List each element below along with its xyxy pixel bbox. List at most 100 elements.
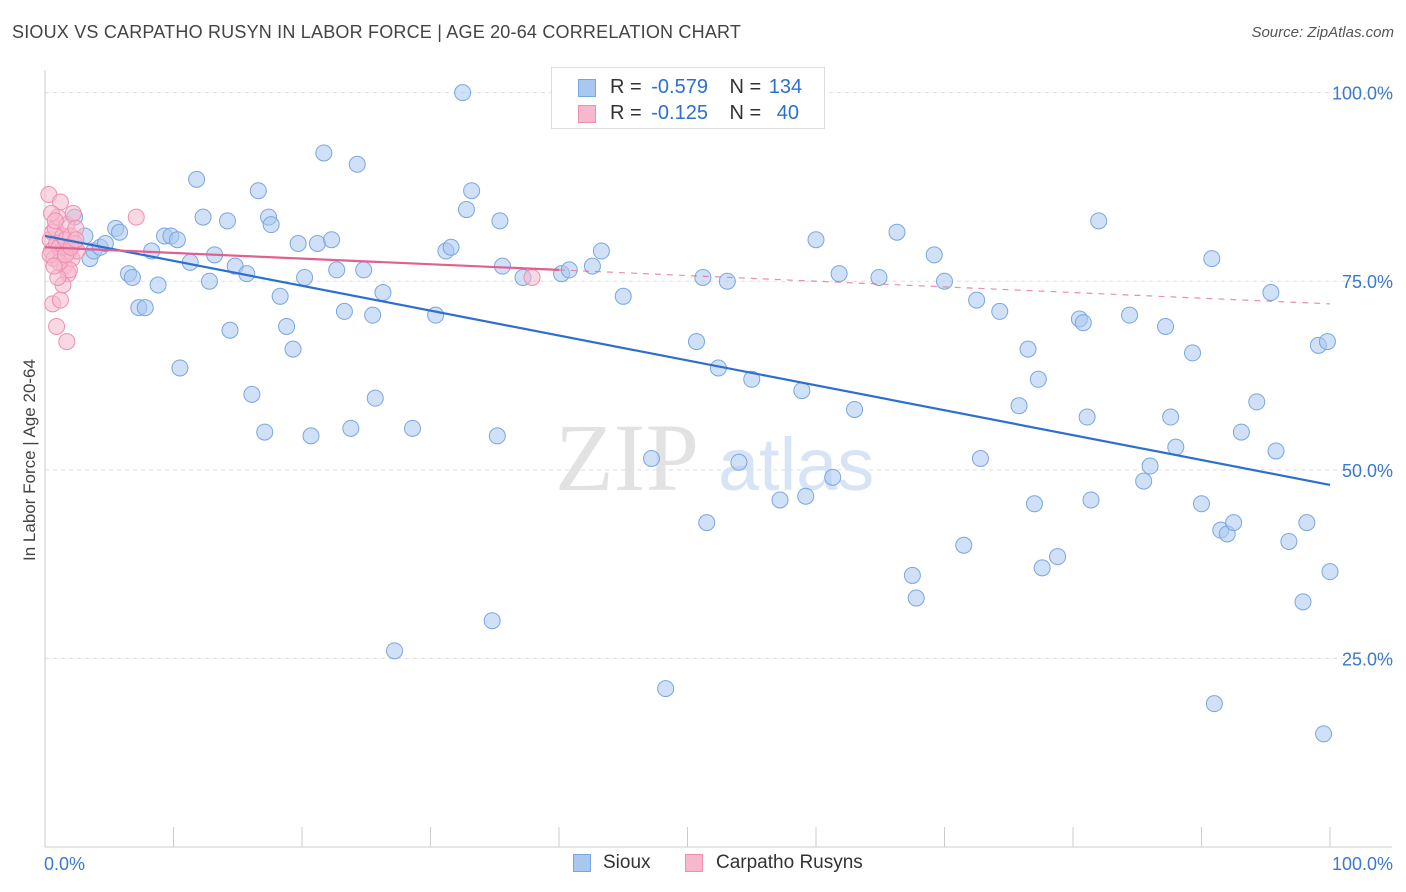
sioux-point <box>296 268 314 286</box>
sioux-point <box>1049 548 1067 566</box>
sioux-point <box>188 170 206 188</box>
sioux-point <box>1162 408 1180 426</box>
correlation-legend: R = -0.579 N = 134 R = -0.125 N = 40 <box>551 67 825 129</box>
sioux-point <box>1203 250 1221 268</box>
sioux-point <box>323 231 341 249</box>
sioux-point <box>583 257 601 275</box>
sioux-point <box>1262 284 1280 302</box>
sioux-point <box>797 487 815 505</box>
carpatho-point <box>48 317 66 335</box>
carpatho-point <box>523 268 541 286</box>
carpatho-trend-line <box>44 246 560 272</box>
sioux-point <box>364 306 382 324</box>
sioux-point <box>262 216 280 234</box>
sioux-point <box>793 382 811 400</box>
sioux-point <box>111 223 129 241</box>
legend-text-carpatho: R = -0.125 N = 40 <box>610 102 800 124</box>
sioux-point <box>1141 457 1159 475</box>
sioux-point <box>1315 725 1333 743</box>
sioux-point <box>404 419 422 437</box>
x-tick-label: 0.0% <box>44 854 85 874</box>
sioux-n-value: 134 <box>768 76 803 98</box>
sioux-point <box>1225 514 1243 532</box>
sioux-point <box>698 514 716 532</box>
sioux-point <box>870 268 888 286</box>
sioux-point <box>221 321 239 339</box>
sioux-point <box>256 423 274 441</box>
sioux-point <box>907 589 925 607</box>
sioux-point <box>846 400 864 418</box>
bottom-carpatho-label: Carpatho Rusyns <box>716 852 863 873</box>
sioux-point <box>1267 442 1285 460</box>
sioux-point <box>1321 563 1339 581</box>
sioux-point <box>289 235 307 253</box>
sioux-points <box>55 84 1339 743</box>
sioux-point <box>1232 423 1250 441</box>
sioux-point <box>1010 397 1028 415</box>
carpatho-point <box>51 193 69 211</box>
sioux-point <box>171 359 189 377</box>
sioux-point <box>488 427 506 445</box>
sioux-swatch <box>578 79 596 97</box>
sioux-point <box>1019 340 1037 358</box>
bottom-sioux-label: Sioux <box>603 852 651 873</box>
sioux-point <box>168 231 186 249</box>
carpatho-r-value: -0.125 <box>651 102 708 124</box>
carpatho-point <box>127 208 145 226</box>
bottom-sioux-swatch <box>573 854 591 872</box>
sioux-point <box>348 155 366 173</box>
sioux-point <box>1248 393 1266 411</box>
sioux-point <box>614 287 632 305</box>
sioux-point <box>991 302 1009 320</box>
sioux-point <box>824 468 842 486</box>
sioux-point <box>718 272 736 290</box>
sioux-point <box>249 182 267 200</box>
sioux-point <box>1157 317 1175 335</box>
sioux-point <box>457 201 475 219</box>
sioux-point <box>454 84 472 102</box>
trend-lines <box>44 234 1331 486</box>
sioux-point <box>194 208 212 226</box>
sioux-point <box>483 612 501 630</box>
y-axis-label: In Labor Force | Age 20-64 <box>20 359 39 561</box>
sioux-point <box>342 419 360 437</box>
sioux-point <box>925 246 943 264</box>
x-tick-labels: 0.0% 100.0% <box>44 854 1393 874</box>
sioux-point <box>1135 472 1153 490</box>
carpatho-swatch <box>578 105 596 123</box>
legend-row-carpatho: R = -0.125 N = 40 <box>552 102 824 126</box>
y-tick-labels: 25.0% 50.0% 75.0% 100.0% <box>1332 84 1393 670</box>
watermark: ZIP atlas <box>555 404 874 511</box>
sioux-point <box>830 265 848 283</box>
sioux-point <box>1318 333 1336 351</box>
sioux-point <box>463 182 481 200</box>
sioux-point <box>278 317 296 335</box>
sioux-point <box>903 566 921 584</box>
sioux-point <box>971 450 989 467</box>
sioux-trend-line <box>44 234 1331 486</box>
sioux-point <box>968 291 986 309</box>
grid-lines <box>45 92 1392 659</box>
chart-title: SIOUX VS CARPATHO RUSYN IN LABOR FORCE |… <box>12 22 742 42</box>
y-tick-label: 25.0% <box>1342 649 1393 669</box>
legend-text-sioux: R = -0.579 N = 134 <box>610 76 803 98</box>
sioux-point <box>200 272 218 290</box>
sioux-point <box>1193 495 1210 513</box>
sioux-point <box>335 302 353 320</box>
y-tick-label: 75.0% <box>1342 272 1393 292</box>
source-label: Source: ZipAtlas.com <box>1251 24 1394 41</box>
carpatho-point <box>58 333 76 351</box>
sioux-point <box>1025 495 1043 513</box>
sioux-point <box>123 268 141 286</box>
sioux-point <box>1029 370 1047 388</box>
sioux-point <box>1184 344 1202 362</box>
sioux-r-value: -0.579 <box>651 76 708 98</box>
sioux-point <box>1082 491 1100 509</box>
sioux-point <box>1074 314 1092 332</box>
sioux-point <box>149 276 167 294</box>
carpatho-point <box>45 257 63 275</box>
sioux-point <box>592 242 610 260</box>
y-tick-label: 100.0% <box>1332 84 1393 104</box>
y-tick-label: 50.0% <box>1342 461 1393 481</box>
